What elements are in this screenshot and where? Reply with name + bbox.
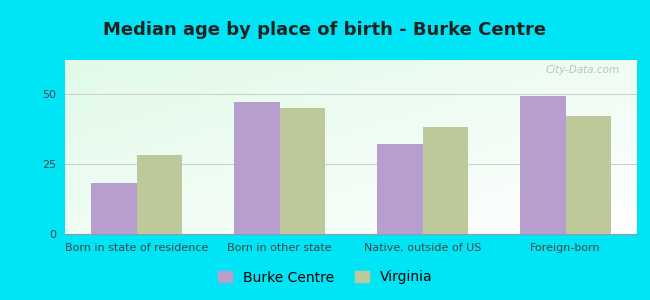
- Bar: [566, 116, 611, 234]
- Text: Median age by place of birth - Burke Centre: Median age by place of birth - Burke Cen…: [103, 21, 547, 39]
- Bar: [136, 155, 182, 234]
- Text: City-Data.com: City-Data.com: [546, 65, 620, 75]
- Bar: [520, 97, 566, 234]
- Bar: [234, 102, 280, 234]
- Bar: [280, 108, 325, 234]
- Bar: [91, 184, 136, 234]
- Bar: [422, 128, 468, 234]
- Bar: [377, 144, 423, 234]
- Legend: Burke Centre, Virginia: Burke Centre, Virginia: [212, 265, 438, 290]
